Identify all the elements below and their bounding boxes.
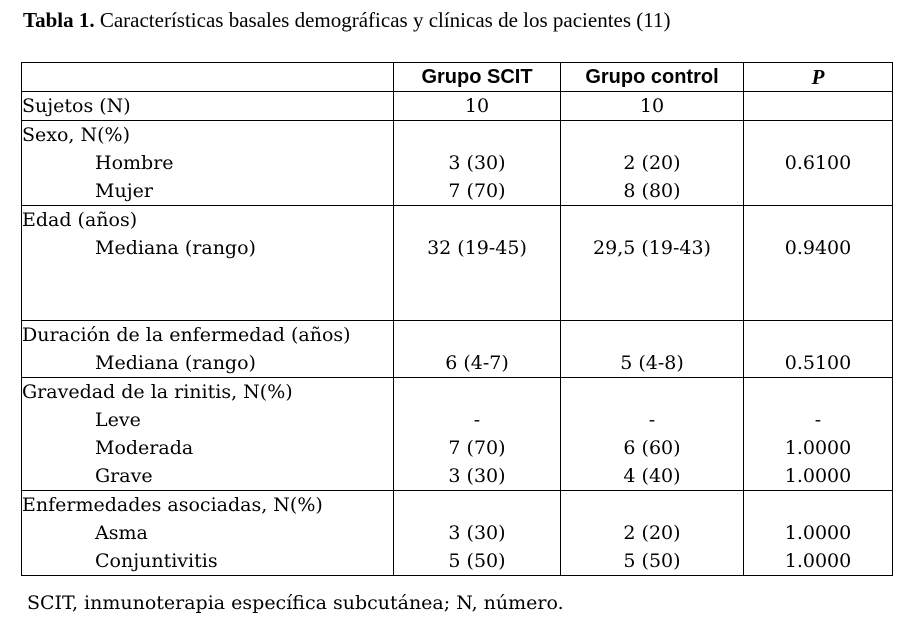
cell-sexo-p: 0.6100 [784, 152, 852, 174]
row-label-duracion-mediana: Mediana (rango) [95, 352, 256, 374]
cell-hombre-control: 2 (20) [623, 152, 681, 174]
cell-moderada-scit: 7 (70) [448, 437, 506, 459]
cell-mujer-control: 8 (80) [623, 180, 681, 202]
header-grupo-control: Grupo control [560, 62, 744, 92]
section-label-duracion: Duración de la enfermedad (años) [22, 324, 351, 346]
row-label-hombre: Hombre [95, 152, 174, 174]
table-footnote: SCIT, inmunoterapia específica subcutáne… [27, 592, 564, 614]
section-label-gravedad: Gravedad de la rinitis, N(%) [22, 381, 293, 403]
cell-asma-scit: 3 (30) [448, 522, 506, 544]
cell-sujetos-scit: 10 [464, 95, 490, 117]
characteristics-table: Grupo SCIT Grupo control P Sujetos (N) 1… [21, 62, 893, 576]
cell-grave-control: 4 (40) [623, 465, 681, 487]
table-row-edad: Edad (años) Mediana (rango) 32 (19-45) 2… [21, 205, 893, 321]
cell-hombre-scit: 3 (30) [448, 152, 506, 174]
table-title: Características basales demográficas y c… [94, 8, 671, 32]
cell-conjuntivitis-control: 5 (50) [623, 550, 681, 572]
row-label-grave: Grave [95, 465, 153, 487]
cell-edad-scit: 32 (19-45) [427, 237, 527, 259]
cell-moderada-control: 6 (60) [623, 437, 681, 459]
cell-conjuntivitis-scit: 5 (50) [448, 550, 506, 572]
section-label-enfermedades: Enfermedades asociadas, N(%) [22, 494, 323, 516]
table-row-sexo: Sexo, N(%) Hombre Mujer 3 (30) 7 (70) 2 … [21, 120, 893, 206]
cell-conjuntivitis-p: 1.0000 [784, 550, 852, 572]
row-label-leve: Leve [95, 409, 141, 431]
cell-asma-control: 2 (20) [623, 522, 681, 544]
header-p-value: P [743, 62, 893, 92]
cell-mujer-scit: 7 (70) [448, 180, 506, 202]
cell-duracion-scit: 6 (4-7) [445, 352, 509, 374]
cell-leve-p: - [814, 409, 822, 431]
cell-edad-p: 0.9400 [784, 237, 852, 259]
table-number: Tabla 1. [23, 8, 95, 32]
cell-duracion-p: 0.5100 [784, 352, 852, 374]
table-row-duracion: Duración de la enfermedad (años) Mediana… [21, 320, 893, 378]
table-row-enfermedades: Enfermedades asociadas, N(%) Asma Conjun… [21, 490, 893, 576]
cell-sujetos-control: 10 [639, 95, 665, 117]
row-label-conjuntivitis: Conjuntivitis [95, 550, 218, 572]
table-row-sujetos: Sujetos (N) 10 10 [21, 91, 893, 121]
header-empty [21, 62, 394, 92]
cell-leve-scit: - [473, 409, 481, 431]
cell-asma-p: 1.0000 [784, 522, 852, 544]
cell-grave-scit: 3 (30) [448, 465, 506, 487]
cell-edad-control: 29,5 (19-43) [593, 237, 711, 259]
cell-grave-p: 1.0000 [784, 465, 852, 487]
row-label-sujetos: Sujetos (N) [22, 95, 131, 117]
row-label-asma: Asma [95, 522, 148, 544]
cell-leve-control: - [648, 409, 656, 431]
section-label-edad: Edad (años) [22, 209, 138, 231]
header-grupo-scit: Grupo SCIT [393, 62, 561, 92]
table-row-gravedad: Gravedad de la rinitis, N(%) Leve Modera… [21, 377, 893, 491]
header-row: Grupo SCIT Grupo control P [21, 62, 893, 92]
table-caption: Tabla 1. Características basales demográ… [23, 8, 671, 33]
row-label-moderada: Moderada [95, 437, 194, 459]
section-label-sexo: Sexo, N(%) [22, 124, 130, 146]
row-label-edad-mediana: Mediana (rango) [95, 237, 256, 259]
cell-sujetos-p [744, 92, 892, 120]
cell-duracion-control: 5 (4-8) [620, 352, 684, 374]
row-label-mujer: Mujer [95, 180, 153, 202]
cell-moderada-p: 1.0000 [784, 437, 852, 459]
